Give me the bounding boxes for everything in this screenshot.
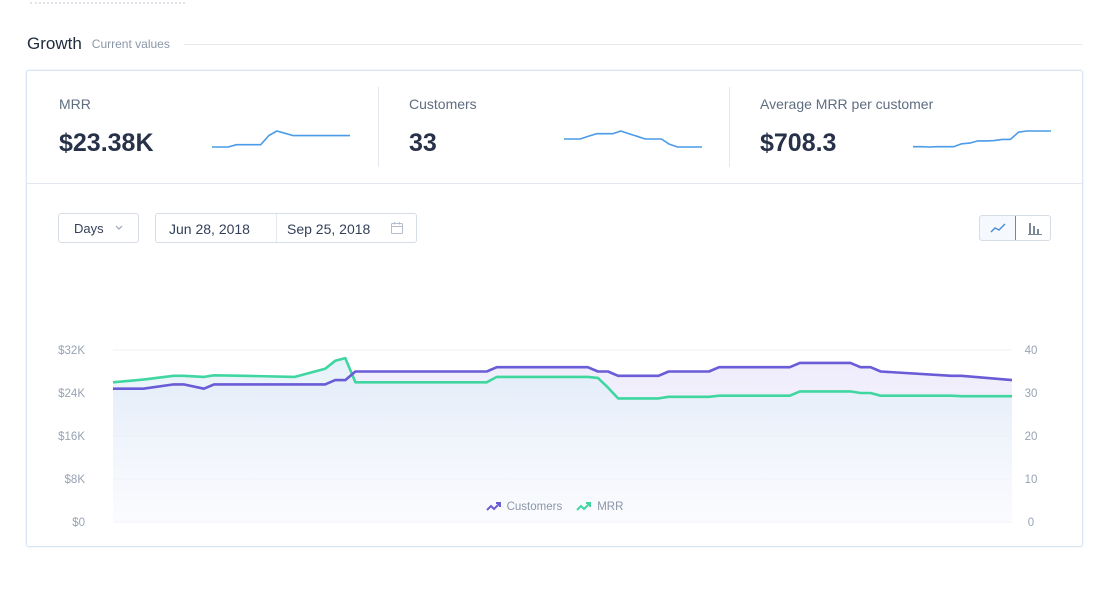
kpi-mrr[interactable]: MRR $23.38K bbox=[59, 71, 379, 183]
kpi-divider bbox=[378, 87, 379, 167]
line-chart-icon bbox=[989, 223, 1006, 233]
sparkline-average-mrr bbox=[913, 130, 1051, 148]
chart-lines bbox=[112, 356, 1013, 400]
y-left-tick-label: $0 bbox=[72, 517, 85, 528]
sparkline-customers bbox=[564, 130, 702, 148]
customers-series-line bbox=[113, 361, 1013, 390]
kpi-value: $708.3 bbox=[760, 129, 837, 157]
kpi-row: MRR $23.38K Customers 33 Average MRR per… bbox=[27, 71, 1082, 184]
kpi-value: 33 bbox=[409, 129, 437, 157]
growth-card: MRR $23.38K Customers 33 Average MRR per… bbox=[26, 70, 1083, 547]
legend-label-mrr: MRR bbox=[597, 501, 624, 513]
kpi-label: Average MRR per customer bbox=[760, 96, 934, 112]
kpi-average-mrr[interactable]: Average MRR per customer $708.3 bbox=[760, 71, 1080, 183]
line-chart-button[interactable] bbox=[980, 216, 1016, 240]
date-range-picker[interactable]: Jun 28, 2018 Sep 25, 2018 bbox=[155, 213, 417, 243]
chevron-down-icon bbox=[115, 225, 123, 230]
mrr-series-line bbox=[112, 356, 1012, 400]
chart-controls: Days Jun 28, 2018 Sep 25, 2018 bbox=[27, 201, 1082, 243]
chart-type-toggle bbox=[979, 215, 1051, 241]
y-right-tick-label: 40 bbox=[1025, 345, 1038, 357]
kpi-customers[interactable]: Customers 33 bbox=[409, 71, 729, 183]
section-header: Growth Current values bbox=[27, 32, 1082, 56]
y-left-tick-label: $32K bbox=[58, 345, 85, 357]
section-subtitle: Current values bbox=[91, 37, 170, 51]
section-title: Growth bbox=[27, 34, 82, 53]
kpi-label: MRR bbox=[59, 96, 91, 112]
bar-chart-button[interactable] bbox=[1016, 216, 1050, 240]
legend-item-mrr[interactable]: MRR bbox=[576, 498, 623, 516]
sparkline-path bbox=[913, 130, 1051, 148]
bar-chart-icon bbox=[1027, 223, 1042, 235]
interval-value: Days bbox=[74, 220, 104, 236]
kpi-label: Customers bbox=[409, 96, 477, 112]
legend-item-customers[interactable]: Customers bbox=[485, 498, 563, 516]
y-left-tick-label: $8K bbox=[65, 474, 86, 486]
date-separator bbox=[276, 214, 277, 242]
y-right-tick-label: 30 bbox=[1025, 388, 1038, 400]
sparkline-path bbox=[212, 130, 350, 148]
kpi-divider bbox=[729, 87, 730, 167]
y-right-tick-label: 0 bbox=[1028, 517, 1034, 528]
growth-line-chart: $0$8K$16K$24K$32K010203040Jun 28Jul 11Ju… bbox=[58, 345, 1037, 528]
end-date-input[interactable]: Sep 25, 2018 bbox=[287, 221, 371, 237]
y-left-tick-label: $16K bbox=[58, 431, 85, 443]
customers-trend-icon bbox=[485, 502, 501, 511]
start-date-input[interactable]: Jun 28, 2018 bbox=[169, 221, 250, 237]
chart-legend: Customers MRR bbox=[27, 498, 1082, 516]
y-right-tick-label: 10 bbox=[1025, 474, 1038, 486]
chart-areas bbox=[113, 358, 1012, 522]
sparkline-mrr bbox=[212, 130, 350, 148]
legend-label-customers: Customers bbox=[506, 501, 563, 513]
section-divider bbox=[183, 43, 1082, 45]
previous-section-fragment bbox=[30, 0, 185, 4]
y-right-tick-label: 20 bbox=[1025, 431, 1038, 443]
kpi-value: $23.38K bbox=[59, 129, 154, 157]
mrr-area bbox=[113, 358, 1012, 522]
calendar-icon[interactable] bbox=[390, 221, 404, 235]
chart-ticks: $0$8K$16K$24K$32K010203040Jun 28Jul 11Ju… bbox=[58, 345, 1037, 528]
mrr-trend-icon bbox=[576, 502, 592, 511]
sparkline-path bbox=[564, 130, 702, 148]
interval-select[interactable]: Days bbox=[58, 213, 139, 243]
y-left-tick-label: $24K bbox=[58, 388, 85, 400]
